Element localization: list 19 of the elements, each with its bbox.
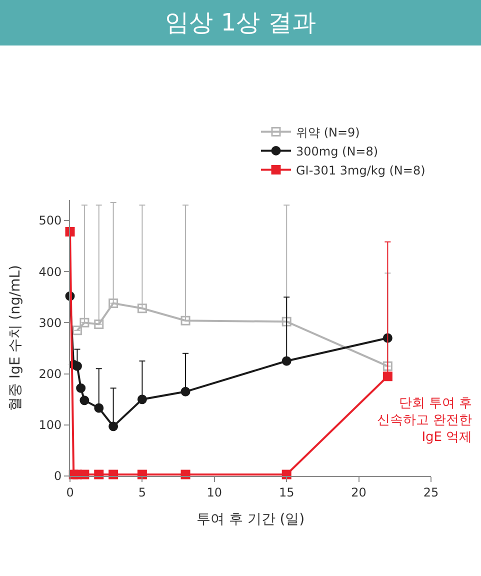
y-axis-title: 혈중 IgE 수치 (ng/mL) bbox=[7, 264, 24, 412]
y-tick-label: 300 bbox=[38, 316, 62, 330]
x-tick-label: 25 bbox=[423, 485, 439, 500]
annotation: 단회 투여 후 신속하고 완전한 IgE 억제 bbox=[377, 396, 472, 445]
y-tick-label: 400 bbox=[38, 264, 62, 279]
legend-label: 300mg (N=8) bbox=[296, 144, 378, 158]
x-tick-label: 5 bbox=[138, 485, 146, 500]
y-tick-label: 0 bbox=[54, 469, 62, 484]
y-tick-label: 500 bbox=[38, 214, 62, 228]
chart-title: 임상 1상 결과 bbox=[165, 8, 316, 36]
x-axis-title: 투여 후 기간 (일) bbox=[196, 512, 305, 528]
x-tick-label: 15 bbox=[278, 485, 294, 500]
x-tick-label: 20 bbox=[351, 485, 366, 500]
legend-label: 위약 (N=9) bbox=[296, 125, 360, 140]
x-tick-label: 0 bbox=[66, 485, 74, 500]
y-tick-label: 100 bbox=[38, 418, 62, 432]
y-tick-label: 200 bbox=[38, 366, 62, 381]
x-tick-label: 10 bbox=[206, 485, 222, 500]
legend-label: GI-301 3mg/kg (N=8) bbox=[296, 163, 426, 178]
